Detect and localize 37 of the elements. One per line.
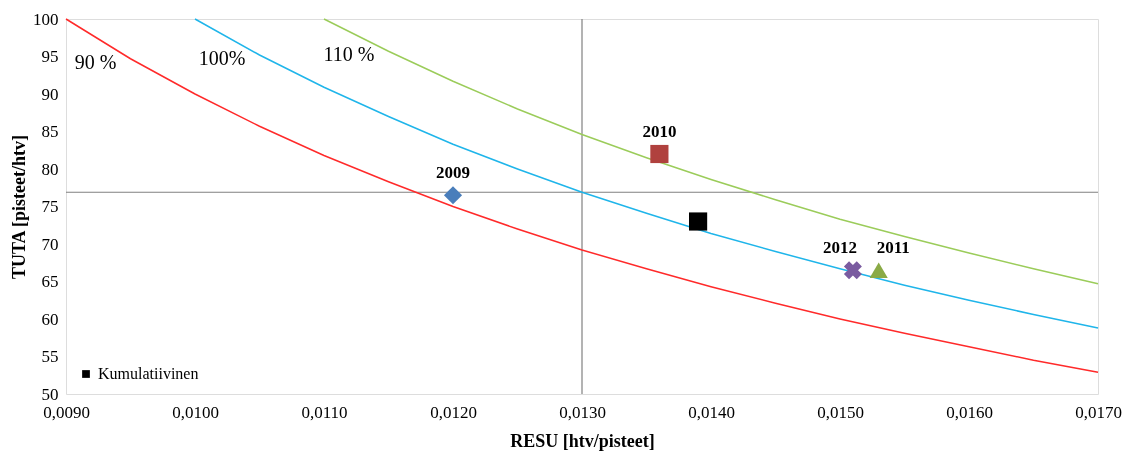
annotation: 2009 <box>436 163 470 183</box>
annotation: 2010 <box>642 122 677 141</box>
series-label: 90 % <box>74 50 117 73</box>
x-tick-label: 0,0170 <box>1075 402 1122 422</box>
x-tick-label: 0,0130 <box>559 402 606 422</box>
x-tick-label: 0,0090 <box>43 402 90 422</box>
point <box>650 144 669 164</box>
series-label: 110 % <box>323 43 375 66</box>
y-tick-label: 65 <box>41 272 59 291</box>
x-tick-label: 0,0110 <box>301 402 348 422</box>
point <box>869 262 888 279</box>
point <box>443 186 463 205</box>
legend-label: Kumulatiivinen <box>98 365 199 382</box>
y-tick-label: 85 <box>41 122 59 141</box>
y-tick-label: 55 <box>41 347 59 366</box>
y-axis-title: TUTA [pisteet/htv] <box>9 134 29 280</box>
y-tick-label: 50 <box>41 384 59 404</box>
x-tick-label: 0,0160 <box>946 402 993 422</box>
point <box>689 212 708 231</box>
y-tick-label: 90 <box>41 84 59 104</box>
line-series <box>194 18 1099 329</box>
y-tick-label: 75 <box>41 197 59 216</box>
y-tick-label: 60 <box>41 309 59 329</box>
x-tick-label: 0,0100 <box>172 402 219 422</box>
y-tick-label: 70 <box>41 234 59 254</box>
y-tick-label: 80 <box>41 159 59 179</box>
x-axis-title: RESU [htv/pisteet] <box>510 430 655 451</box>
x-tick-label: 0,0120 <box>430 402 477 422</box>
x-tick-label: 0,0140 <box>688 402 735 422</box>
annotation: 2012 <box>822 238 857 258</box>
line-series <box>323 18 1099 285</box>
x-tick-label: 0,0150 <box>817 402 864 422</box>
y-tick-label: 95 <box>41 47 59 66</box>
annotation: 2011 <box>876 238 910 258</box>
series-label: 100% <box>198 47 246 69</box>
y-tick-label: 100 <box>33 9 59 29</box>
point <box>843 261 862 280</box>
